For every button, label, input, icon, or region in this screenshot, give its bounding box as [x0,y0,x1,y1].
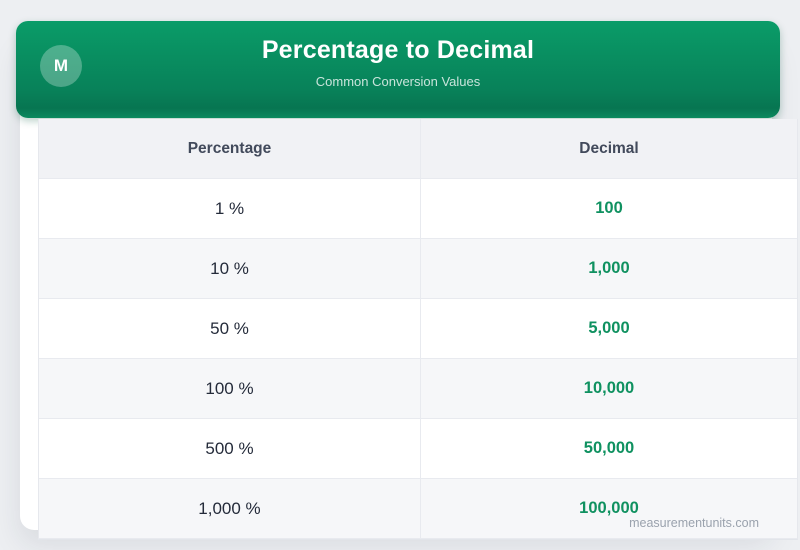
percentage-value: 10 % [39,239,421,298]
page-title: Percentage to Decimal [261,36,535,64]
decimal-value: 10,000 [583,379,635,397]
brand-badge-letter: M [53,56,69,75]
site-watermark: measurementunits.com [629,516,759,530]
decimal-value: 100,000 [579,499,639,517]
percentage-value: 50 % [39,299,421,358]
header-banner: M Percentage to Decimal Common Conversio… [16,21,780,118]
brand-badge: M [40,45,82,87]
decimal-value: 5,000 [588,319,630,337]
percentage-value: 100 % [39,359,421,418]
table-row: 1 % 100 [39,179,797,239]
table-row: 1,000 % 100,000 [39,479,797,539]
table-header-row: Percentage Decimal [39,119,797,179]
column-header-percentage: Percentage [39,119,421,178]
decimal-value: 50,000 [583,439,635,457]
percentage-value: 500 % [39,419,421,478]
percentage-value: 1,000 % [39,479,421,538]
table-row: 500 % 50,000 [39,419,797,479]
column-header-decimal: Decimal [579,139,639,157]
decimal-value: 100 [595,199,623,217]
conversion-table: Percentage Decimal 1 % 100 10 % 1,000 50… [38,119,798,540]
percentage-value: 1 % [39,179,421,238]
page-subtitle: Common Conversion Values [315,74,481,89]
decimal-value: 1,000 [588,259,630,277]
table-row: 10 % 1,000 [39,239,797,299]
table-row: 100 % 10,000 [39,359,797,419]
table-row: 50 % 5,000 [39,299,797,359]
